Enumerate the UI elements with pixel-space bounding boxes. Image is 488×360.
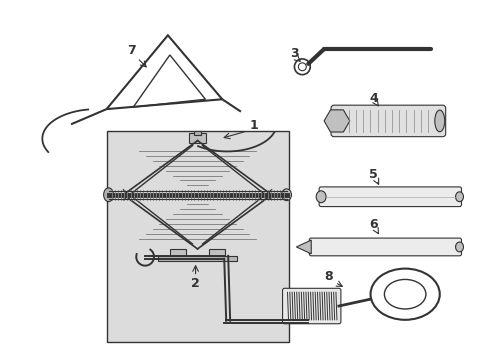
Bar — [209, 249, 225, 257]
Bar — [188, 133, 206, 143]
Text: 6: 6 — [368, 218, 377, 231]
Ellipse shape — [434, 110, 444, 132]
Polygon shape — [324, 110, 349, 132]
Text: 1: 1 — [249, 120, 258, 132]
Ellipse shape — [455, 242, 463, 252]
Ellipse shape — [455, 192, 463, 202]
Polygon shape — [296, 240, 310, 254]
Text: 2: 2 — [191, 277, 200, 290]
FancyBboxPatch shape — [308, 238, 461, 256]
Bar — [106, 131, 289, 342]
FancyBboxPatch shape — [330, 105, 445, 137]
Text: 3: 3 — [289, 48, 298, 60]
Bar — [193, 131, 201, 135]
Ellipse shape — [103, 188, 113, 202]
Text: 5: 5 — [368, 168, 377, 181]
Text: 8: 8 — [324, 270, 333, 283]
Text: 7: 7 — [127, 44, 135, 57]
Ellipse shape — [316, 191, 325, 203]
Ellipse shape — [281, 189, 291, 201]
Bar — [169, 249, 185, 257]
FancyBboxPatch shape — [319, 187, 461, 207]
FancyBboxPatch shape — [282, 288, 340, 324]
Text: 4: 4 — [368, 92, 377, 105]
Bar — [158, 256, 237, 261]
